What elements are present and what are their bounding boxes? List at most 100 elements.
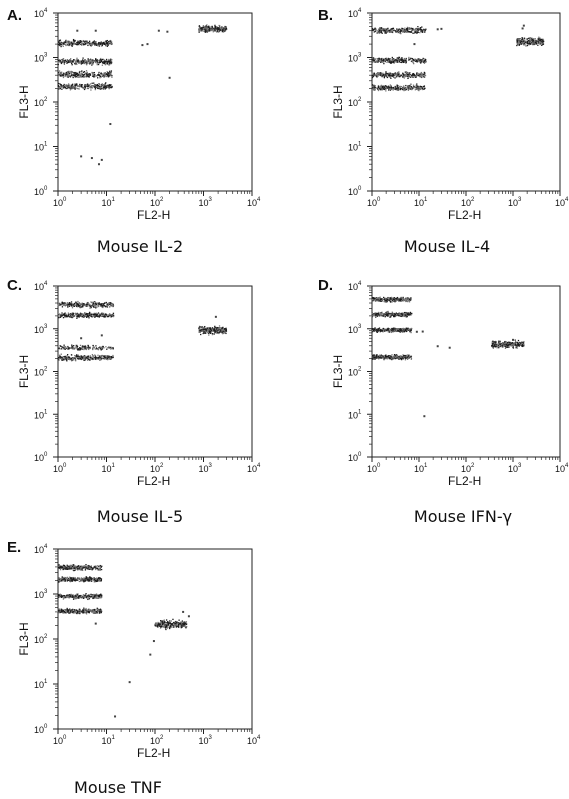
data-point	[68, 84, 70, 86]
data-point	[394, 74, 396, 76]
data-point	[203, 330, 206, 333]
data-point	[68, 305, 71, 307]
data-point	[87, 345, 90, 347]
data-point	[78, 348, 80, 351]
data-point	[396, 86, 398, 88]
data-point	[222, 326, 224, 329]
data-point	[73, 40, 75, 43]
y-tick-label: 10	[348, 453, 358, 463]
data-point	[63, 43, 65, 45]
data-point	[417, 87, 419, 90]
data-point	[74, 43, 77, 45]
data-point	[109, 314, 111, 317]
data-point	[387, 58, 390, 60]
data-point	[391, 330, 393, 333]
data-point	[83, 62, 85, 65]
data-point	[373, 59, 375, 61]
data-point	[406, 26, 409, 29]
data-point	[415, 74, 417, 76]
data-point	[57, 71, 59, 74]
data-point	[59, 61, 61, 64]
data-point	[381, 89, 383, 91]
y-tick-exponent: 2	[44, 97, 48, 103]
data-point	[108, 75, 110, 78]
x-tick-label: 10	[247, 464, 257, 474]
data-point	[91, 64, 93, 66]
data-point	[207, 30, 210, 32]
data-point	[66, 302, 69, 304]
data-point	[68, 44, 70, 47]
data-point	[424, 30, 426, 32]
data-point	[65, 304, 67, 306]
data-point	[206, 31, 208, 33]
data-point	[70, 301, 73, 303]
data-point	[97, 63, 100, 66]
data-point	[380, 28, 383, 31]
data-point	[96, 77, 99, 79]
data-point	[381, 60, 383, 63]
data-point	[380, 88, 382, 90]
data-point	[409, 88, 411, 90]
data-point	[100, 313, 103, 315]
data-point	[379, 299, 382, 301]
data-point	[205, 29, 207, 32]
x-tick-label: 10	[414, 464, 424, 474]
data-point	[391, 29, 394, 31]
data-point	[398, 327, 400, 330]
data-point	[418, 86, 420, 88]
data-point	[93, 313, 95, 316]
data-point	[70, 74, 73, 76]
data-point	[64, 75, 66, 78]
data-point	[90, 43, 92, 45]
data-point	[65, 84, 67, 86]
data-point	[66, 355, 68, 357]
data-point	[375, 300, 377, 302]
data-point	[105, 87, 107, 89]
data-point	[72, 358, 75, 361]
data-point	[79, 84, 81, 87]
data-point	[203, 30, 205, 32]
data-point	[68, 60, 71, 62]
data-point	[411, 59, 414, 61]
data-point	[516, 40, 518, 42]
data-point	[88, 43, 90, 45]
data-point	[423, 31, 425, 33]
data-point	[100, 43, 102, 45]
data-point	[88, 40, 91, 42]
data-point	[58, 347, 60, 350]
data-point	[535, 39, 537, 42]
data-point	[393, 312, 395, 315]
data-point	[88, 348, 90, 351]
data-point	[98, 59, 100, 62]
data-point	[391, 58, 394, 60]
data-point	[404, 313, 406, 315]
data-point	[84, 43, 87, 45]
data-point	[79, 356, 81, 358]
data-point	[87, 302, 89, 305]
data-point	[407, 300, 409, 303]
data-point	[99, 77, 101, 79]
data-point	[398, 60, 400, 63]
data-point	[91, 358, 94, 360]
data-point	[61, 302, 63, 304]
data-point	[373, 72, 375, 74]
data-point	[381, 57, 383, 60]
data-point	[211, 327, 214, 329]
data-point	[80, 85, 83, 87]
data-point	[399, 331, 402, 333]
data-point	[418, 28, 420, 30]
data-point	[83, 62, 85, 64]
data-point	[63, 313, 66, 315]
data-point	[71, 42, 73, 45]
data-point	[64, 346, 66, 348]
data-point	[86, 72, 89, 75]
x-axis-label: FL2-H	[448, 208, 481, 222]
data-point	[86, 64, 88, 66]
data-point	[422, 60, 424, 62]
data-point	[110, 84, 113, 86]
data-point	[411, 29, 413, 31]
data-point	[90, 313, 93, 315]
data-point	[108, 358, 111, 360]
data-point	[83, 70, 86, 73]
data-point	[84, 88, 87, 90]
